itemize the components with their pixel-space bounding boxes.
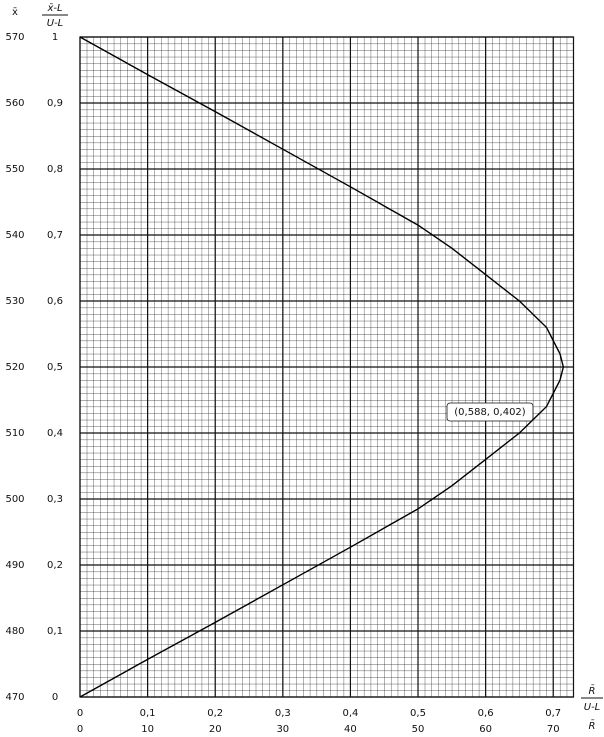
y-tick-label: 0,5 [47,362,63,373]
y-tick-label: 0,9 [47,98,63,109]
y-axis-label-numerator: x̄-L [46,3,62,14]
y2-tick-label: 570 [5,32,24,43]
y-tick-label: 0,8 [47,164,63,175]
annotation: (0,588, 0,402) [454,407,526,418]
y2-tick-label: 470 [5,692,24,703]
x-tick-label: 0,6 [478,708,494,719]
y-axis-label-denominator: U-L [47,18,64,29]
y-tick-label: 0,6 [47,296,63,307]
y2-tick-label: 530 [5,296,24,307]
y-tick-label: 0,2 [47,560,63,571]
y2-tick-label: 490 [5,560,24,571]
x2-axis-label: R̄ [589,719,596,732]
y2-tick-label: 560 [5,98,24,109]
x-tick-label: 0,5 [410,708,426,719]
y-tick-label: 0,7 [47,230,63,241]
x-tick-label: 0,1 [140,708,156,719]
x-tick-label: 0,2 [207,708,223,719]
y2-axis-label: x̄ [12,7,18,18]
y-tick-label: 0 [52,692,58,703]
annotation-box [446,402,534,422]
x-axis-label-numerator: R̄ [589,684,596,697]
x2-tick-label: 40 [344,724,357,735]
y2-tick-label: 480 [5,626,24,637]
x-tick-label: 0,3 [275,708,291,719]
y2-tick-label: 500 [5,494,24,505]
x-tick-label: 0,7 [545,708,561,719]
x2-tick-label: 50 [412,724,425,735]
x2-tick-label: 20 [209,724,222,735]
x2-tick-label: 0 [77,724,83,735]
x2-tick-label: 10 [141,724,154,735]
y-tick-label: 0,3 [47,494,63,505]
y2-tick-label: 540 [5,230,24,241]
y-tick-label: 1 [52,32,58,43]
y2-tick-label: 510 [5,428,24,439]
x-axis-label-denominator: U-L [584,702,601,713]
y-tick-label: 0,1 [47,626,63,637]
x2-tick-label: 70 [547,724,560,735]
x-tick-label: 0,4 [342,708,358,719]
x-tick-label: 0 [77,708,83,719]
y2-tick-label: 550 [5,164,24,175]
y-tick-label: 0,4 [47,428,63,439]
y2-tick-label: 520 [5,362,24,373]
x2-tick-label: 60 [479,724,492,735]
x2-tick-label: 30 [276,724,289,735]
curve [79,36,565,698]
